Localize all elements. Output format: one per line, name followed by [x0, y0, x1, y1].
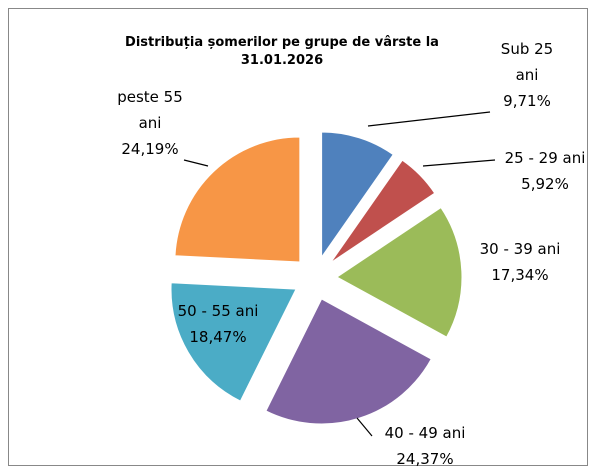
pie-slice [174, 136, 301, 263]
pie-slice [170, 282, 297, 402]
pie-slice [321, 131, 394, 259]
pie-slice [336, 206, 463, 338]
slice-label: 30 - 39 ani 17,34% [460, 236, 580, 288]
slice-label: 40 - 49 ani 24,37% [365, 420, 485, 472]
value-label: 24,19% [121, 140, 179, 158]
category-label: Sub 25 ani [500, 40, 554, 84]
leader-lines [183, 111, 496, 437]
leader-line [356, 417, 373, 437]
value-label: 17,34% [491, 266, 549, 284]
leader-line [367, 111, 491, 127]
pie-slice [330, 159, 436, 264]
category-label: 30 - 39 ani [479, 240, 561, 258]
category-label: 25 - 29 ani [504, 149, 586, 167]
category-label: peste 55 ani [117, 88, 183, 132]
slice-label: 50 - 55 ani 18,47% [158, 298, 278, 350]
slice-label: 25 - 29 ani 5,92% [485, 145, 597, 197]
value-label: 18,47% [189, 328, 247, 346]
leader-line [422, 159, 496, 167]
slice-label: peste 55 ani 24,19% [113, 84, 188, 162]
value-label: 5,92% [521, 175, 569, 193]
chart-frame [8, 8, 588, 466]
value-label: 9,71% [503, 92, 551, 110]
slice-label: Sub 25 ani 9,71% [492, 36, 562, 114]
category-label: 40 - 49 ani [384, 424, 466, 442]
leader-line [183, 159, 209, 167]
value-label: 24,37% [396, 450, 454, 468]
pie-slice [265, 298, 432, 425]
chart-title: Distribuția șomerilor pe grupe de vârste… [125, 35, 439, 68]
category-label: 50 - 55 ani [177, 302, 259, 320]
